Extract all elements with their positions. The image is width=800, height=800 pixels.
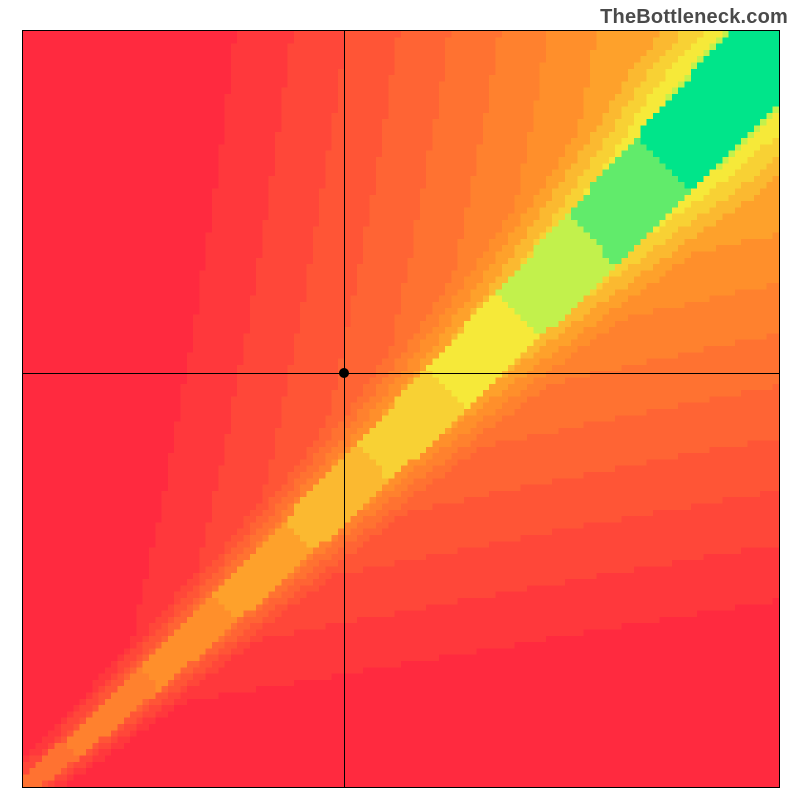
watermark-text: TheBottleneck.com xyxy=(600,6,788,29)
chart-container: TheBottleneck.com xyxy=(0,0,800,800)
crosshair-vertical xyxy=(344,31,345,787)
crosshair-horizontal xyxy=(23,373,779,374)
heatmap-canvas xyxy=(23,31,779,787)
crosshair-marker xyxy=(339,368,349,378)
plot-area xyxy=(22,30,780,788)
